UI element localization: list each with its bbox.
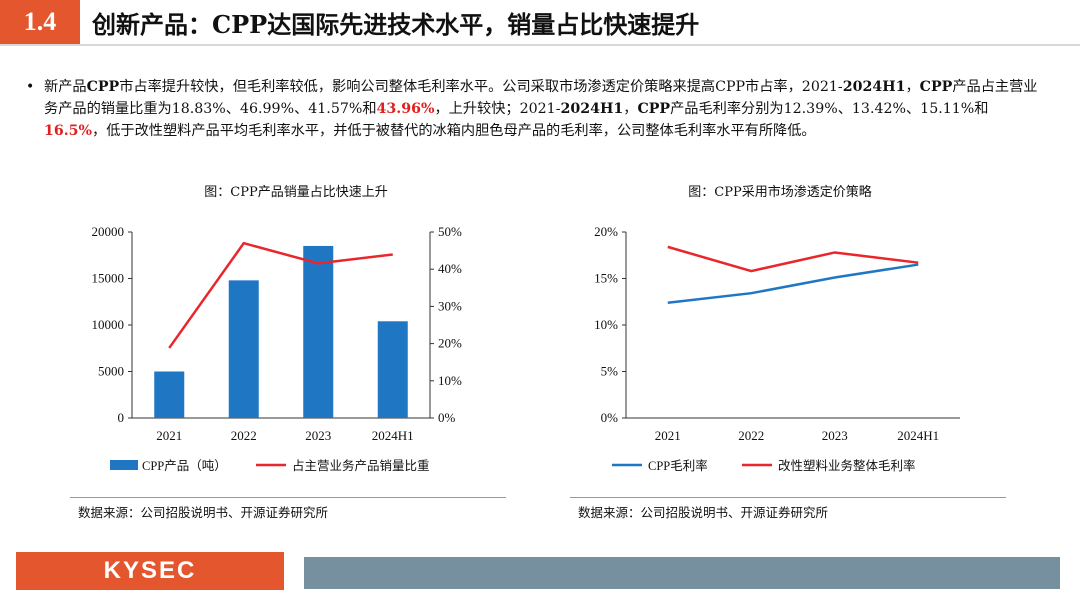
x-tick-label: 2024H1 [372,428,414,443]
bullet-bold-4: 2024H1 [560,101,624,117]
y-tick-label: 20% [594,224,618,239]
right-chart: 0% 5% 10% 15% 20% 2021 2022 2023 2024H1 CPP毛利率 改性塑… [594,224,960,473]
summary-bullet: • 新产品CPP市占率提升较快，但毛利率较低，影响公司整体毛利率水平。公司采取市场… [26,76,1044,142]
ratio-line [168,241,393,349]
right-y-tick-label: 10% [438,373,462,388]
footer-bar [304,557,1060,589]
bullet-text-2: 市占率提升较快，但毛利率较低，影响公司整体毛利率水平。公司采取市场渗透定价策略来… [119,79,843,95]
plastics-margin-line [667,245,919,273]
bullet-icon: • [26,79,35,95]
left-chart: 0 5000 10000 15000 20000 0% 10% 20% 30% 40% 50% 202… [92,224,463,473]
y-tick-label: 0% [601,410,619,425]
right-source-divider [570,497,1006,498]
page-title: 创新产品：CPP达国际先进技术水平，销量占比快速提升 [92,9,700,39]
bullet-text-1: 新产品 [44,79,87,95]
bar-mark [154,371,185,418]
bullet-bold-3: CPP [919,79,953,95]
right-chart-source: 数据来源：公司招股说明书、开源证券研究所 [578,505,829,520]
x-tick-label: 2024H1 [897,428,939,443]
legend-plastics-label: 改性塑料业务整体毛利率 [778,458,916,473]
bullet-bold-2: 2024H1 [842,79,906,95]
x-tick-label: 2022 [231,428,257,443]
right-y-tick-label: 0% [438,410,456,425]
y-tick-label: 15% [594,271,618,286]
bar-mark [228,280,259,418]
bar-mark [303,245,334,418]
bar-mark [377,321,408,418]
right-y-tick-label: 40% [438,261,462,276]
left-y-tick-label: 20000 [92,224,125,239]
legend-bar-swatch [110,460,138,470]
bullet-text-4: 产品占主营业务产品的销量比重为18.83%、46.99%、41.57%和 [44,79,1038,117]
section-number: 1.4 [0,0,80,44]
company-logo: KYSEC [103,557,197,584]
right-y-tick-label: 50% [438,224,462,239]
bullet-text-6: ， [623,101,638,117]
left-y-tick-label: 0 [118,410,125,425]
cpp-margin-line [667,263,919,305]
x-tick-label: 2023 [822,428,848,443]
right-chart-caption: 图：CPP采用市场渗透定价策略 [688,185,872,200]
x-tick-label: 2022 [738,428,764,443]
bullet-text-7: 产品毛利率分别为12.39%、13.42%、15.11%和 [670,101,989,117]
left-y-tick-label: 10000 [92,317,125,332]
x-tick-label: 2021 [156,428,182,443]
bullet-bold-1: CPP [86,79,120,95]
left-chart-caption: 图：CPP产品销量占比快速上升 [204,185,388,200]
legend-line-label: 占主营业务产品销量比重 [292,458,430,473]
footer-logo-bg [16,552,284,590]
legend-bar-label: CPP产品（吨） [142,459,227,473]
legend-cpp-label: CPP毛利率 [648,458,708,473]
header-divider [0,44,1080,46]
bullet-text-5: ，上升较快；2021- [434,101,561,117]
right-y-tick-label: 30% [438,298,462,313]
bullet-bold-5: CPP [637,101,671,117]
left-source-divider [70,497,506,498]
bullet-text-8: ，低于改性塑料产品平均毛利率水平，并低于被替代的冰箱内胆色母产品的毛利率，公司整… [92,123,816,139]
left-y-tick-label: 5000 [98,364,124,379]
left-chart-source: 数据来源：公司招股说明书、开源证券研究所 [78,505,329,520]
bullet-text-3: ， [905,79,920,95]
y-tick-label: 5% [601,364,619,379]
bullet-highlight-1: 43.96% [376,101,435,117]
y-tick-label: 10% [594,317,618,332]
bullet-highlight-2: 16.5% [44,123,93,139]
right-y-tick-label: 20% [438,336,462,351]
x-tick-label: 2021 [655,428,681,443]
left-y-tick-label: 15000 [92,271,125,286]
x-tick-label: 2023 [305,428,331,443]
